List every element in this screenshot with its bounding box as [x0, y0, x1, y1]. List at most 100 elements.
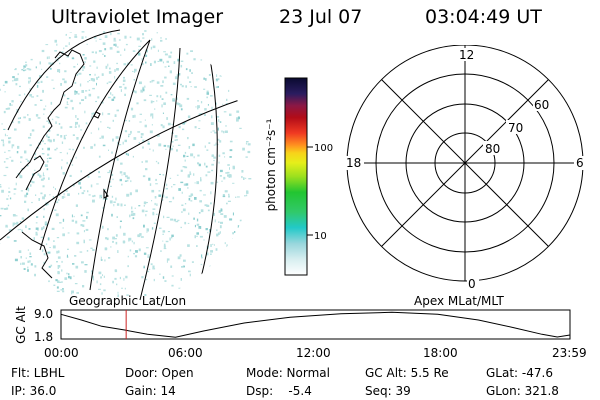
speckle: [100, 256, 102, 260]
speckle: [33, 237, 35, 240]
speckle: [74, 36, 78, 38]
speckle: [236, 110, 240, 113]
speckle: [20, 262, 22, 265]
speckle: [71, 290, 74, 294]
speckle: [153, 278, 155, 282]
speckle: [154, 108, 156, 110]
speckle: [208, 142, 211, 144]
speckle: [121, 174, 123, 176]
speckle: [26, 68, 30, 70]
speckle: [47, 129, 51, 132]
speckle: [78, 192, 80, 195]
speckle: [220, 221, 223, 224]
speckle: [2, 140, 4, 144]
speckle: [221, 130, 223, 133]
speckle: [14, 258, 18, 262]
speckle: [157, 60, 160, 62]
speckle: [101, 73, 104, 76]
speckle: [47, 147, 50, 151]
speckle: [196, 232, 199, 235]
speckle: [67, 193, 70, 196]
speckle: [160, 250, 162, 252]
speckle: [5, 226, 8, 228]
speckle: [46, 76, 49, 78]
speckle: [27, 249, 29, 251]
speckle: [130, 107, 134, 111]
speckle: [198, 227, 200, 230]
speckle: [76, 91, 78, 94]
speckle: [222, 194, 225, 197]
speckle: [51, 79, 54, 81]
speckle: [169, 237, 171, 241]
speckle: [191, 72, 193, 74]
speckle: [110, 173, 114, 176]
speckle: [147, 141, 150, 143]
speckle: [51, 227, 55, 230]
speckle: [207, 209, 210, 212]
speckle: [88, 89, 91, 91]
speckle: [91, 51, 94, 54]
speckle: [14, 223, 18, 225]
speckle: [98, 76, 100, 78]
speckle: [27, 208, 29, 212]
speckle: [46, 158, 48, 160]
speckle: [95, 40, 97, 42]
speckle: [79, 251, 83, 253]
speckle: [168, 201, 172, 203]
speckle: [47, 139, 51, 142]
speckle: [161, 194, 165, 198]
speckle: [77, 63, 78, 65]
speckle: [218, 154, 221, 157]
speckle: [150, 113, 154, 116]
speckle: [76, 241, 80, 245]
speckle: [14, 68, 17, 71]
speckle: [21, 69, 24, 71]
speckle: [30, 58, 33, 61]
speckle: [54, 39, 57, 43]
speckle: [61, 141, 64, 144]
speckle: [61, 269, 63, 272]
speckle: [99, 194, 103, 198]
speckle: [55, 116, 58, 118]
speckle: [186, 155, 189, 157]
speckle: [165, 148, 167, 150]
speckle: [125, 175, 128, 178]
speckle: [130, 64, 133, 66]
speckle: [213, 144, 216, 146]
speckle: [186, 52, 189, 55]
speckle: [105, 237, 107, 240]
speckle: [19, 175, 23, 179]
speckle: [8, 195, 10, 197]
speckle: [114, 270, 118, 273]
speckle: [115, 136, 119, 139]
speckle: [180, 181, 184, 184]
speckle: [145, 210, 148, 212]
speckle: [17, 117, 20, 120]
speckle: [124, 180, 127, 182]
speckle: [188, 195, 192, 198]
speckle: [17, 229, 20, 231]
speckle: [98, 50, 102, 53]
speckle: [41, 153, 45, 155]
coastline: [15, 49, 85, 179]
speckle: [195, 106, 197, 108]
speckle: [152, 208, 156, 210]
speckle: [113, 37, 116, 41]
polar-grid-plot: 12 18 6 0 60 70 80: [344, 45, 586, 290]
speckle: [216, 74, 218, 77]
speckle: [146, 270, 150, 273]
speckle: [53, 138, 55, 142]
speckle: [191, 261, 194, 263]
speckle: [72, 263, 75, 265]
speckle: [54, 148, 57, 151]
speckle: [188, 270, 191, 273]
speckle: [24, 93, 26, 96]
speckle: [35, 222, 38, 224]
speckle: [3, 110, 6, 114]
speckle: [146, 231, 148, 233]
speckle: [60, 289, 63, 291]
speckle: [108, 181, 112, 183]
speckle: [120, 89, 122, 92]
speckle: [174, 76, 178, 80]
speckle: [102, 274, 103, 276]
